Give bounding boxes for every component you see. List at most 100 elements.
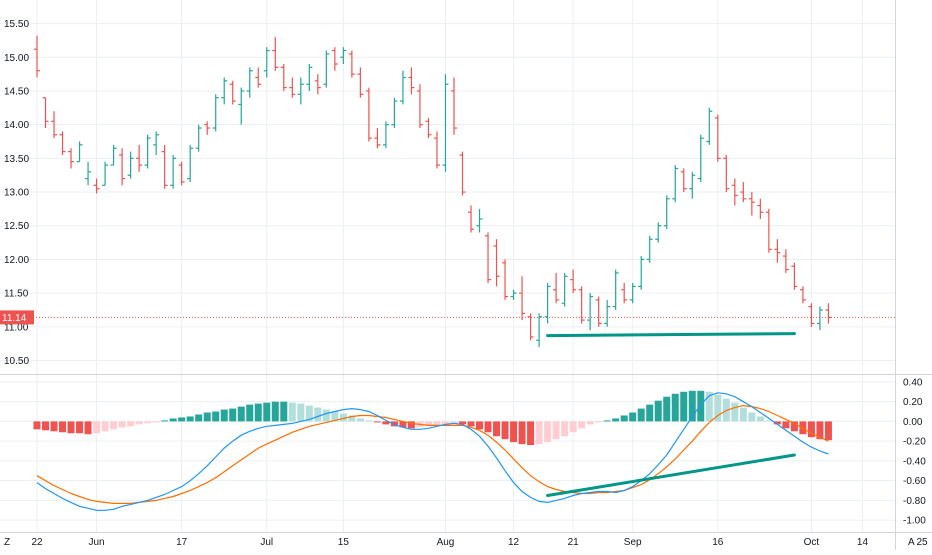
ohlc-bar xyxy=(68,148,75,169)
macd-histogram-bar xyxy=(467,421,475,427)
auto-scale-button[interactable]: A xyxy=(908,537,915,548)
ohlc-bar xyxy=(297,77,304,105)
ohlc-bar xyxy=(655,222,662,243)
macd-tick-label: -0.80 xyxy=(903,496,926,507)
ohlc-bar xyxy=(357,67,364,98)
ohlc-bar xyxy=(42,97,49,129)
macd-histogram-bar xyxy=(93,421,101,434)
ohlc-bar xyxy=(629,283,636,304)
macd-histogram-bar xyxy=(356,418,364,422)
macd-histogram-bar xyxy=(535,421,543,445)
ohlc-bar xyxy=(314,74,321,95)
ohlc-bar xyxy=(263,47,270,78)
macd-histogram-bar xyxy=(169,418,177,422)
macd-histogram-bar xyxy=(348,415,356,422)
macd-tick-label: -0.40 xyxy=(903,456,926,467)
macd-histogram-bar xyxy=(212,411,220,422)
macd-histogram-bar xyxy=(424,421,432,427)
macd-tick-label: 0.20 xyxy=(903,397,923,408)
ohlc-bar xyxy=(93,178,100,194)
macd-histogram-bar xyxy=(680,391,688,422)
macd-histogram-bar xyxy=(527,421,535,446)
price-tick-label: 13.50 xyxy=(4,154,29,165)
ohlc-bar xyxy=(144,134,151,169)
ohlc-bar xyxy=(757,198,764,220)
ohlc-bar xyxy=(493,239,500,287)
macd-histogram-bar xyxy=(288,402,296,422)
macd-histogram-bar xyxy=(110,421,118,430)
ohlc-bar xyxy=(340,47,347,65)
time-tick-label: 12 xyxy=(508,537,520,548)
ohlc-bar xyxy=(799,286,806,304)
ohlc-bar xyxy=(127,151,134,179)
ohlc-bar xyxy=(765,208,772,253)
price-axis[interactable]: 15.50 15.00 14.50 14.00 13.50 13.00 12.50 12.00… xyxy=(4,19,29,367)
macd-histogram-bar xyxy=(663,396,671,422)
ohlc-bar xyxy=(272,37,279,71)
macd-histogram-bar xyxy=(816,421,824,440)
ohlc-bar xyxy=(76,141,83,163)
macd-histogram-bar xyxy=(42,421,50,431)
ohlc-bar xyxy=(408,67,415,95)
macd-tick-label: 0.40 xyxy=(903,377,923,388)
ohlc-bar xyxy=(229,80,236,105)
ohlc-bar xyxy=(791,262,798,290)
ohlc-bar xyxy=(485,232,492,284)
macd-histogram-bar xyxy=(476,421,484,430)
macd-axis[interactable]: 0.40 0.20 0.00 -0.20 -0.40 -0.60 -0.80 -1.00 xyxy=(903,377,926,526)
trend-lines xyxy=(546,332,796,497)
ohlc-bar xyxy=(246,67,253,98)
price-tick-label: 11.50 xyxy=(4,289,29,300)
time-tick-label: Oct xyxy=(804,537,820,548)
macd-histogram-bar xyxy=(152,421,160,423)
macd-histogram-bar xyxy=(203,412,211,422)
macd-histogram-bar xyxy=(458,421,467,425)
ohlc-bar xyxy=(416,84,423,129)
macd-histogram-bar xyxy=(518,421,526,445)
last-price-badge: 11.14 xyxy=(0,310,34,325)
macd-histogram-bar xyxy=(671,393,679,422)
time-axis[interactable]: 22 Jun 17 Jul 15 Aug 12 21 Sep 16 Oct 14 25 xyxy=(31,537,928,548)
ohlc-bar xyxy=(238,87,245,125)
macd-histogram-bar xyxy=(714,394,722,422)
ohlc-bar xyxy=(553,272,560,304)
ohlc-bar xyxy=(391,97,398,129)
macd-histogram-bar xyxy=(331,411,339,422)
macd-histogram-bar xyxy=(33,421,41,430)
macd-histogram-bar xyxy=(314,407,322,422)
macd-histogram-bar xyxy=(373,421,381,423)
macd-histogram-bar xyxy=(441,421,449,425)
timezone-button[interactable]: Z xyxy=(4,537,10,548)
ohlc-bar xyxy=(680,168,687,193)
macd-histogram-bar xyxy=(365,420,373,422)
macd-histogram-bar xyxy=(620,415,628,422)
macd-histogram-bar xyxy=(586,421,594,425)
ohlc-bar xyxy=(723,154,730,193)
time-tick-label: 25 xyxy=(916,537,928,548)
time-tick-label: Jun xyxy=(89,537,105,548)
ohlc-bar xyxy=(442,74,449,172)
ohlc-bar xyxy=(748,192,755,216)
macd-lines xyxy=(36,392,829,511)
time-tick-label: Sep xyxy=(624,537,642,548)
macd-histogram-bar xyxy=(382,421,390,425)
macd-histogram-bar xyxy=(782,421,790,429)
ohlc-bar xyxy=(527,313,534,341)
ohlc-bar xyxy=(255,67,262,88)
macd-histogram-bar xyxy=(127,421,135,427)
ohlc-bar xyxy=(536,313,543,348)
macd-histogram-bar xyxy=(254,403,262,422)
ohlc-bar xyxy=(544,283,551,324)
ohlc-bar xyxy=(365,87,372,142)
macd-histogram-bar xyxy=(118,421,126,428)
ohlc-bar xyxy=(348,50,355,78)
ohlc-bar xyxy=(331,47,338,71)
ohlc-bar xyxy=(119,148,126,186)
price-pane-background xyxy=(0,0,895,374)
macd-tick-label: -0.20 xyxy=(903,437,926,448)
macd-histogram-bar xyxy=(756,416,764,422)
macd-histogram-bar xyxy=(178,417,186,422)
macd-histogram-bar xyxy=(748,412,756,422)
